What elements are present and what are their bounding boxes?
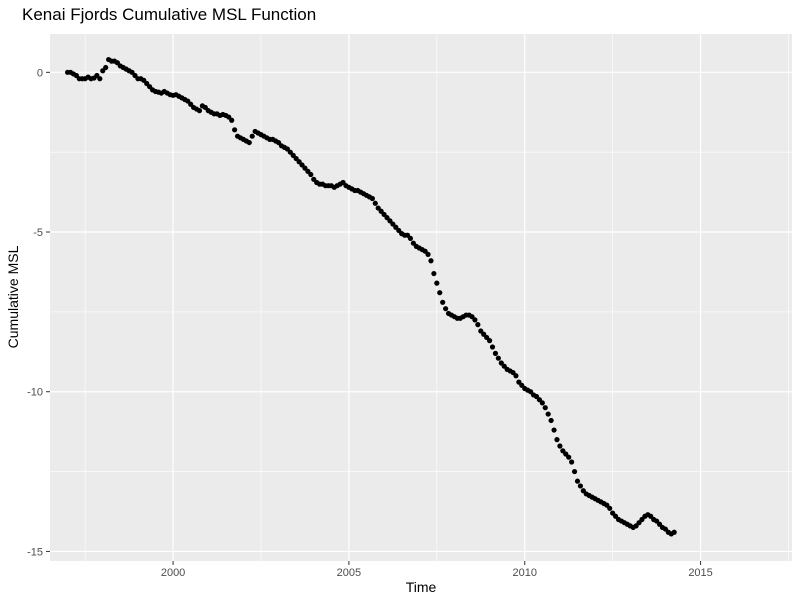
data-point (246, 139, 252, 146)
x-tick-labels: 2000 2005 2010 2015 (161, 567, 713, 579)
data-point (554, 437, 560, 443)
data-point (372, 200, 378, 206)
data-point (428, 258, 434, 264)
data-point (492, 350, 499, 356)
data-point (495, 355, 501, 361)
data-point (486, 338, 493, 344)
data-point (489, 344, 496, 350)
data-point (571, 468, 578, 475)
data-point (369, 195, 375, 202)
data-point (671, 529, 677, 535)
data-points (64, 56, 677, 537)
x-tick-label: 2015 (688, 567, 712, 579)
data-point (437, 290, 443, 296)
data-point (607, 505, 613, 511)
data-point (229, 117, 235, 123)
data-point (232, 127, 238, 133)
data-point (539, 400, 545, 406)
data-point (440, 299, 446, 305)
data-point (431, 270, 437, 277)
data-point (566, 454, 572, 460)
data-point (551, 427, 557, 433)
y-axis-title: Cumulative MSL (5, 245, 21, 348)
data-point (434, 280, 440, 286)
x-tick-label: 2000 (161, 567, 185, 579)
data-point (569, 459, 575, 465)
data-point (443, 306, 449, 312)
y-tick-labels: 0 -5 -10 -15 (27, 67, 43, 558)
data-point (308, 171, 314, 178)
data-point (542, 405, 548, 411)
data-point (472, 317, 478, 323)
data-point (249, 133, 255, 139)
data-point (407, 235, 414, 242)
data-point (425, 251, 431, 257)
data-point (545, 411, 551, 417)
axis-ticks (46, 71, 702, 565)
y-tick-label: -5 (33, 227, 43, 239)
data-point (574, 478, 581, 484)
y-tick-label: -10 (27, 387, 43, 399)
data-point (548, 417, 554, 424)
data-point (513, 373, 519, 379)
data-point (103, 64, 109, 71)
x-axis-title: Time (406, 579, 437, 595)
y-tick-label: -15 (27, 546, 43, 558)
data-point (577, 483, 584, 489)
grid-major (50, 34, 792, 561)
data-point (557, 443, 563, 449)
x-tick-label: 2005 (337, 567, 361, 579)
plot-panel (50, 34, 792, 561)
data-point (196, 108, 203, 114)
x-tick-label: 2010 (512, 567, 536, 579)
data-point (475, 322, 481, 328)
data-point (97, 76, 103, 82)
y-tick-label: 0 (37, 67, 43, 79)
chart-title: Kenai Fjords Cumulative MSL Function (22, 5, 316, 24)
